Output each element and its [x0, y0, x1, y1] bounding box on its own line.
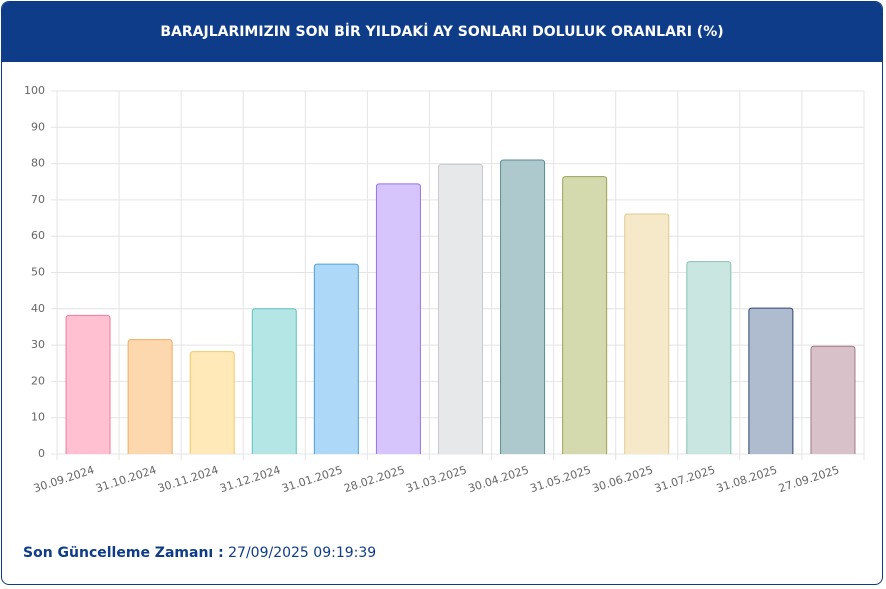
footer: Son Güncelleme Zamanı : 27/09/2025 09:19… [23, 545, 376, 561]
y-tick-label: 50 [31, 266, 45, 279]
bar [127, 339, 173, 454]
bar [624, 213, 670, 454]
x-tick-label: 30.04.2025 [467, 463, 531, 495]
y-tick-label: 80 [31, 157, 45, 170]
y-tick-label: 100 [24, 84, 45, 97]
bar [810, 345, 856, 454]
bar [313, 263, 359, 454]
chart-title: BARAJLARIMIZIN SON BİR YILDAKİ AY SONLAR… [2, 2, 882, 62]
x-tick-label: 31.08.2025 [715, 463, 779, 495]
bar [189, 351, 235, 454]
y-tick-label: 70 [31, 193, 45, 206]
y-tick-label: 30 [31, 338, 45, 351]
bar [251, 308, 297, 454]
y-tick-label: 10 [31, 411, 45, 424]
x-tick-label: 31.05.2025 [529, 463, 593, 495]
x-tick-label: 30.06.2025 [591, 463, 655, 495]
y-tick-label: 60 [31, 229, 45, 242]
x-tick-label: 27.09.2025 [777, 463, 841, 495]
footer-label: Son Güncelleme Zamanı : [23, 545, 224, 561]
bar [748, 307, 794, 454]
bar [375, 183, 421, 454]
x-tick-label: 31.03.2025 [404, 463, 468, 495]
y-tick-label: 40 [31, 302, 45, 315]
x-tick-label: 30.11.2024 [156, 463, 220, 495]
bar [65, 314, 111, 454]
bar [562, 176, 608, 454]
x-tick-label: 31.10.2024 [94, 463, 158, 495]
x-tick-label: 31.07.2025 [653, 463, 717, 495]
footer-value: 27/09/2025 09:19:39 [228, 545, 377, 561]
x-tick-label: 28.02.2025 [342, 463, 406, 495]
x-tick-label: 31.01.2025 [280, 463, 344, 495]
y-tick-label: 0 [38, 447, 45, 460]
bar [500, 159, 546, 454]
x-tick-label: 31.12.2024 [218, 463, 282, 495]
y-tick-label: 20 [31, 374, 45, 387]
bar [438, 163, 483, 454]
y-tick-label: 90 [31, 120, 45, 133]
bar [686, 261, 732, 454]
x-tick-label: 30.09.2024 [32, 463, 96, 495]
